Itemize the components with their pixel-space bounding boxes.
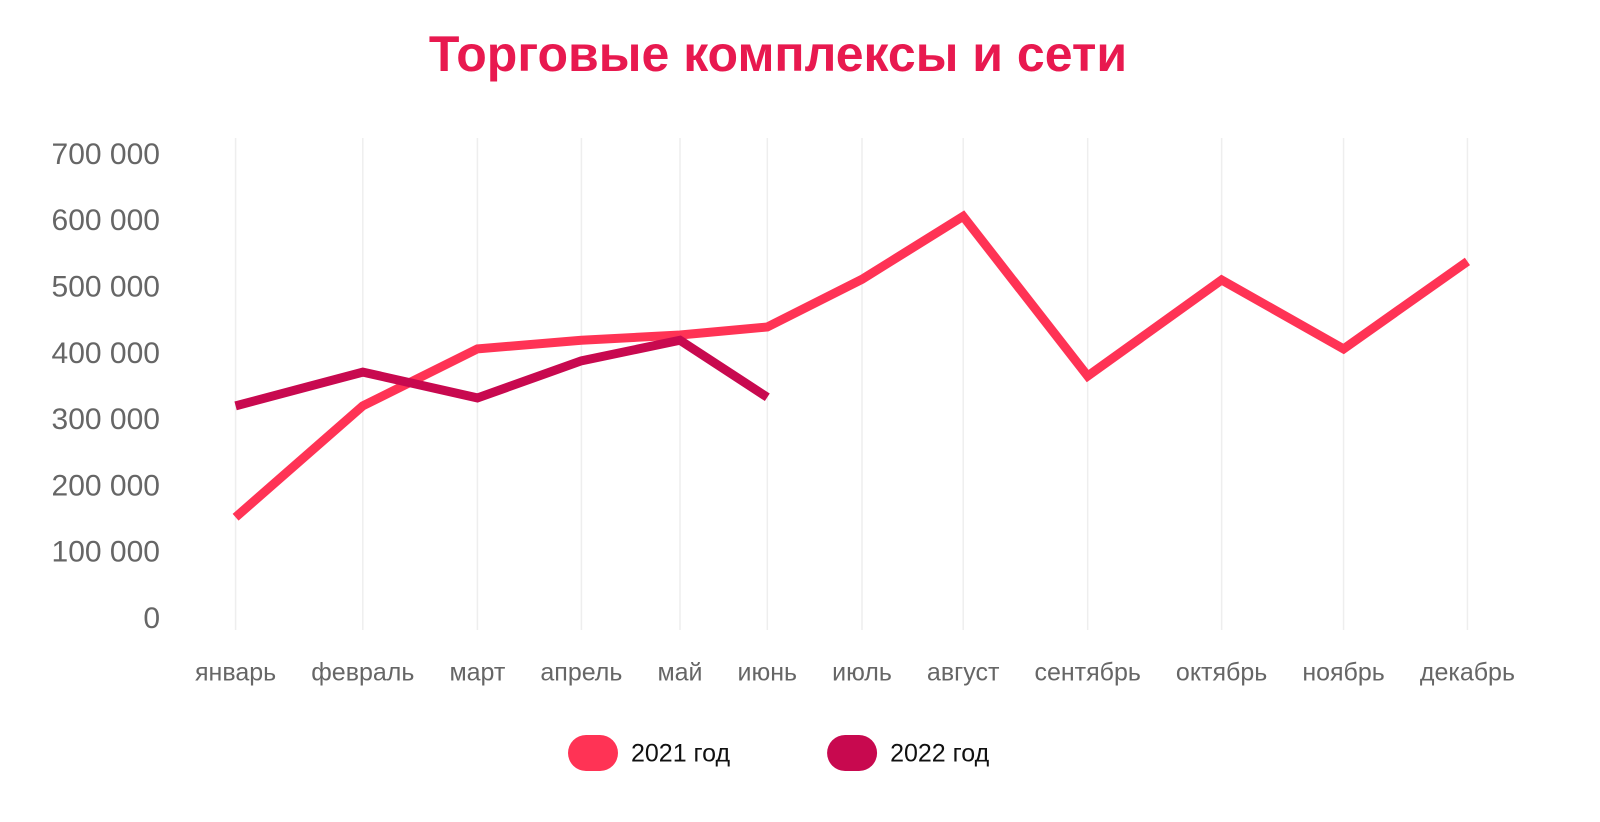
x-tick-label: февраль: [311, 659, 414, 687]
x-tick-label: октябрь: [1176, 659, 1267, 687]
legend-swatch: [568, 735, 618, 771]
y-tick-label: 100 000: [52, 536, 160, 569]
legend-swatch: [827, 735, 878, 771]
line-series: [234, 335, 770, 411]
y-tick-label: 400 000: [52, 337, 160, 370]
x-tick-label: апрель: [540, 659, 622, 687]
x-tick-label: ноябрь: [1302, 659, 1385, 687]
x-tick-label: июнь: [738, 659, 798, 687]
x-tick-label: январь: [195, 659, 276, 687]
legend-label: 2022 год: [890, 740, 989, 768]
x-tick-label: август: [927, 659, 1000, 687]
y-tick-label: 0: [143, 602, 160, 635]
y-tick-label: 500 000: [52, 270, 160, 303]
legend-label: 2021 год: [631, 740, 730, 768]
x-tick-label: май: [657, 659, 702, 687]
x-tick-label: июль: [832, 659, 892, 687]
x-tick-label: март: [449, 659, 505, 687]
y-tick-label: 600 000: [52, 204, 160, 237]
y-tick-label: 200 000: [52, 469, 160, 502]
x-tick-label: декабрь: [1420, 659, 1515, 687]
line-series: [232, 210, 1471, 521]
y-tick-label: 300 000: [52, 403, 160, 436]
y-tick-label: 700 000: [52, 138, 160, 171]
x-tick-label: сентябрь: [1034, 659, 1140, 687]
chart-title: Торговые комплексы и сети: [429, 26, 1127, 82]
